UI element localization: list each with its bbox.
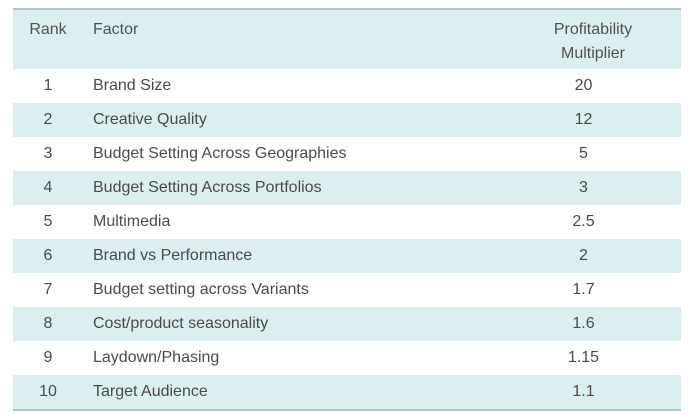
multiplier-cell: 3: [579, 179, 588, 196]
factor-cell: Brand Size: [93, 77, 172, 94]
table-row: 3 Budget Setting Across Geographies 5: [13, 137, 681, 171]
factor-cell: Budget Setting Across Geographies: [93, 145, 347, 162]
factor-cell: Budget setting across Variants: [93, 281, 309, 298]
table-body: 1 Brand Size 20 2 Creative Quality 12 3 …: [13, 69, 681, 410]
multiplier-cell: 20: [574, 77, 593, 94]
rank-cell: 6: [43, 247, 53, 264]
factor-cell: Multimedia: [93, 213, 171, 230]
rank-cell: 1: [43, 77, 53, 94]
rank-cell: 10: [39, 383, 57, 400]
rank-cell: 5: [43, 213, 53, 230]
header-row: Rank Factor Profitability Multiplier: [13, 9, 681, 69]
factor-cell: Brand vs Performance: [93, 247, 253, 264]
multiplier-cell: 2.5: [572, 213, 595, 230]
factor-cell: Cost/product seasonality: [93, 315, 269, 332]
header-rank: Rank: [29, 21, 67, 38]
table-row: 10 Target Audience 1.1: [13, 375, 681, 410]
multiplier-cell: 1.6: [572, 315, 595, 332]
multiplier-cell: 1.1: [572, 383, 595, 400]
rank-cell: 4: [43, 179, 53, 196]
multiplier-cell: 5: [579, 145, 588, 162]
multiplier-cell: 1.7: [572, 281, 595, 298]
rank-cell: 3: [43, 145, 53, 162]
table-row: 7 Budget setting across Variants 1.7: [13, 273, 681, 307]
header-multiplier-line2: Multiplier: [560, 45, 625, 62]
table-row: 4 Budget Setting Across Portfolios 3: [13, 171, 681, 205]
factor-cell: Budget Setting Across Portfolios: [93, 179, 322, 196]
header-multiplier-line1: Profitability: [553, 21, 633, 38]
factor-cell: Target Audience: [93, 383, 208, 400]
table-row: 8 Cost/product seasonality 1.6: [13, 307, 681, 341]
multiplier-cell: 2: [579, 247, 588, 264]
multiplier-cell: 1.15: [567, 349, 600, 366]
table-row: 2 Creative Quality 12: [13, 103, 681, 137]
rank-cell: 9: [43, 349, 53, 366]
table-row: 6 Brand vs Performance 2: [13, 239, 681, 273]
rank-cell: 7: [43, 281, 53, 298]
header-factor: Factor: [93, 21, 139, 38]
table-row: 1 Brand Size 20: [13, 69, 681, 103]
header-multiplier: Profitability Multiplier: [486, 9, 681, 69]
factor-cell: Laydown/Phasing: [93, 349, 220, 366]
rank-cell: 8: [43, 315, 53, 332]
table-row: 9 Laydown/Phasing 1.15: [13, 341, 681, 375]
profitability-table-container: Rank Factor Profitability Multiplier 1 Br…: [13, 8, 681, 411]
profitability-table: Rank Factor Profitability Multiplier 1 Br…: [13, 8, 681, 411]
table-row: 5 Multimedia 2.5: [13, 205, 681, 239]
table-header: Rank Factor Profitability Multiplier: [13, 9, 681, 69]
factor-cell: Creative Quality: [93, 111, 207, 128]
multiplier-cell: 12: [574, 111, 593, 128]
rank-cell: 2: [43, 111, 53, 128]
